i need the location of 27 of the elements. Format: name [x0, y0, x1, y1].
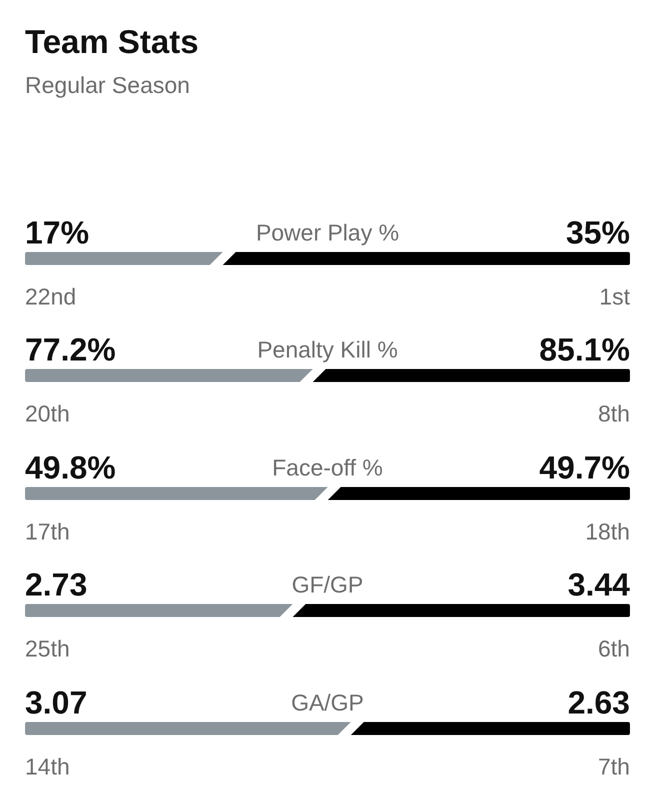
y-tick-label: GF/GP — [292, 572, 364, 598]
data-label: 49.8% — [25, 449, 116, 486]
y-tick-label: GA/GP — [291, 689, 364, 716]
chart-title: Team Stats — [25, 22, 199, 62]
data-label: 77.2% — [25, 332, 116, 368]
data-label: 2.73 — [25, 566, 88, 603]
annotation: 22nd — [25, 283, 76, 310]
y-tick-label: Power Play % — [256, 220, 400, 246]
annotation: 8th — [598, 400, 630, 427]
y-tick-label: Face-off % — [272, 454, 383, 480]
annotation: 6th — [598, 636, 630, 662]
data-label: 35% — [566, 214, 630, 250]
data-label: 2.63 — [568, 684, 630, 720]
data-label: 49.7% — [539, 449, 630, 486]
annotation: 25th — [25, 636, 70, 662]
data-label: 3.07 — [25, 684, 88, 720]
annotation: 1st — [599, 283, 631, 310]
annotation: 18th — [585, 518, 630, 544]
data-label: 3.44 — [568, 566, 630, 603]
data-label: 17% — [25, 214, 90, 250]
annotation: 17th — [25, 518, 70, 544]
y-tick-label: Penalty Kill % — [257, 337, 398, 364]
annotation: 14th — [25, 753, 70, 780]
annotation: 7th — [598, 753, 630, 780]
annotation: 20th — [25, 400, 70, 427]
data-label: 85.1% — [539, 332, 630, 368]
chart-subtitle: Regular Season — [25, 71, 190, 99]
